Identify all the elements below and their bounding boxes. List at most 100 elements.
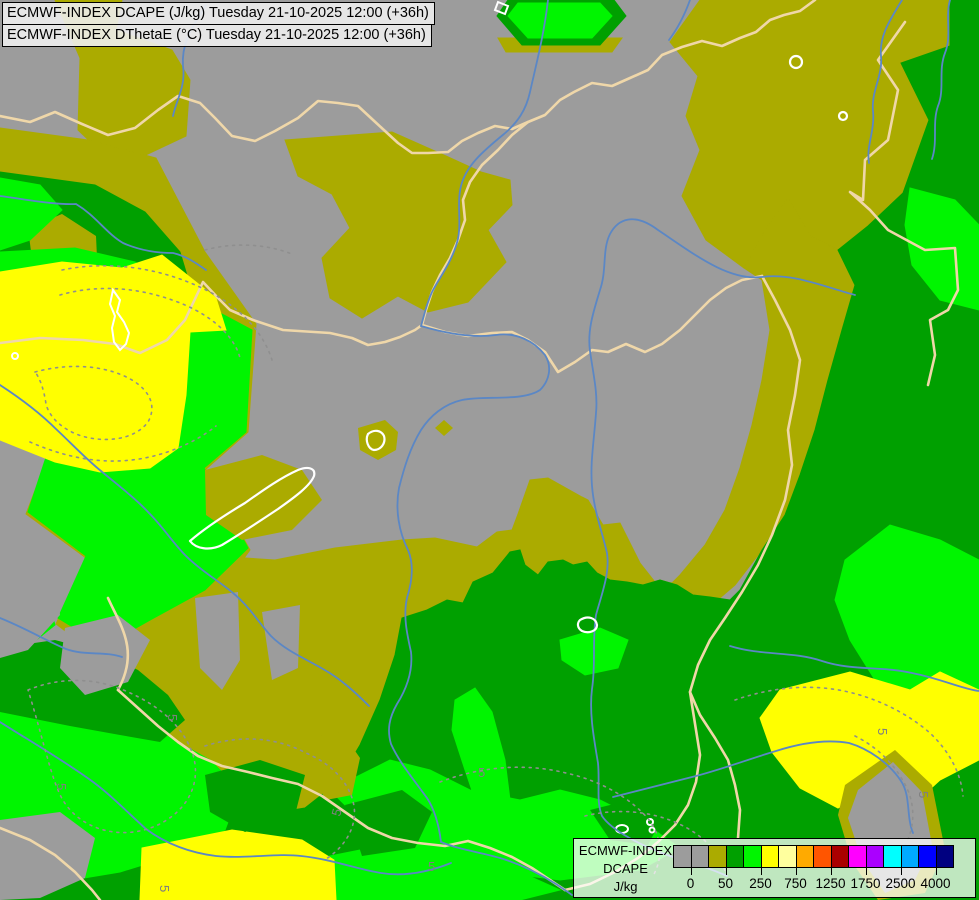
legend-swatch — [795, 845, 814, 868]
contour — [61, 264, 273, 361]
legend-tick — [690, 868, 692, 875]
lake-balaton — [188, 466, 316, 550]
legend-swatch — [918, 845, 937, 868]
river — [0, 195, 207, 271]
legend-title: ECMWF-INDEX DCAPE J/kg — [578, 842, 673, 896]
legend-swatch — [690, 845, 709, 868]
country-border — [0, 0, 817, 155]
map-title-dcape: ECMWF-INDEX DCAPE (J/kg) Tuesday 21-10-2… — [2, 2, 435, 25]
dcape-region — [590, 800, 660, 845]
contour — [204, 244, 293, 255]
lake-velence — [576, 616, 599, 634]
river — [668, 0, 691, 41]
dcape-region — [0, 254, 227, 473]
dcape-region — [205, 760, 305, 832]
river-danube-upper — [420, 0, 549, 327]
contour-label: 5 — [54, 783, 69, 790]
inner-border — [646, 818, 654, 826]
legend-tick — [725, 868, 727, 875]
lakes — [188, 54, 849, 634]
legend-swatch — [673, 845, 692, 868]
legend-tick-label: 4000 — [920, 876, 951, 891]
dcape-region — [358, 420, 398, 460]
legend-tick-label: 0 — [686, 876, 695, 891]
legend-swatch — [760, 845, 779, 868]
dcape-region — [308, 732, 360, 800]
legend-tick — [900, 868, 902, 875]
country-border — [420, 274, 764, 374]
legend-tick — [795, 868, 797, 875]
contour — [34, 365, 153, 441]
contour — [439, 766, 661, 877]
contour — [27, 679, 197, 834]
river-mura — [0, 384, 370, 707]
legend-tick-label: 50 — [717, 876, 734, 891]
legend-swatch — [865, 845, 884, 868]
legend-title-line: DCAPE — [603, 861, 648, 876]
legend-swatch — [708, 845, 727, 868]
dcape-region — [205, 455, 322, 540]
legend-swatch — [848, 845, 867, 868]
legend-tick — [935, 868, 937, 875]
lake — [837, 110, 849, 122]
dcape-region — [0, 548, 60, 658]
legend-ticks: 0 50 250 750 1250 1750 2500 4000 — [673, 868, 969, 896]
country-border — [0, 826, 102, 900]
dcape-region — [0, 177, 63, 251]
legend-swatch — [778, 845, 797, 868]
legend-tick-label: 2500 — [885, 876, 916, 891]
contour-label: 5 — [478, 765, 485, 780]
map-title-dthetae: ECMWF-INDEX DThetaE (°C) Tuesday 21-10-2… — [2, 24, 432, 47]
contour-label: 5 — [916, 791, 931, 798]
dcape-region — [60, 615, 150, 695]
contour — [204, 738, 356, 860]
country-border — [688, 274, 802, 840]
legend-swatch — [813, 845, 832, 868]
dcape-region — [139, 829, 337, 900]
legend-tick-label: 1750 — [850, 876, 881, 891]
legend-tick — [760, 868, 762, 875]
legend-swatch — [883, 845, 902, 868]
legend-tick-label: 1250 — [815, 876, 846, 891]
dcape-yellow-regions — [0, 254, 979, 900]
river-drava — [0, 721, 452, 876]
river-danube — [388, 325, 551, 843]
legend-swatch — [743, 845, 762, 868]
legend-bar — [673, 845, 954, 868]
dcape-region — [507, 2, 613, 39]
country-border — [848, 20, 960, 387]
dtheta-contours — [27, 244, 964, 877]
inner-border — [11, 352, 19, 360]
inner-border — [108, 287, 131, 352]
river-tisza — [588, 218, 856, 877]
contour-label: 5 — [875, 728, 890, 735]
legend-tick — [865, 868, 867, 875]
dcape-region — [451, 687, 511, 836]
inner-border — [648, 826, 656, 834]
contour-label: 5 — [428, 859, 435, 874]
dcape-region — [345, 790, 432, 856]
river — [612, 740, 914, 834]
legend-swatch — [900, 845, 919, 868]
river-danube-lower — [440, 841, 573, 896]
inner-border — [493, 0, 510, 16]
legend-title-line: J/kg — [613, 879, 638, 894]
river — [729, 645, 979, 692]
contour-label: 5 — [328, 807, 344, 818]
contour — [59, 287, 241, 359]
legend-tick-label: 250 — [749, 876, 772, 891]
dcape-region — [284, 131, 513, 319]
river — [931, 0, 951, 160]
legend-swatch — [830, 845, 849, 868]
contour-labels: 5 5 5 5 5 5 5 5 — [54, 714, 931, 892]
legend-tick — [830, 868, 832, 875]
dcape-region — [435, 420, 453, 436]
lake-tisza — [365, 429, 386, 452]
river — [867, 0, 903, 164]
dcape-gray-wedges — [0, 548, 932, 900]
contour-label: 5 — [165, 714, 180, 721]
river — [0, 617, 123, 658]
legend: ECMWF-INDEX DCAPE J/kg 0 50 250 750 1250 1750… — [573, 838, 976, 898]
